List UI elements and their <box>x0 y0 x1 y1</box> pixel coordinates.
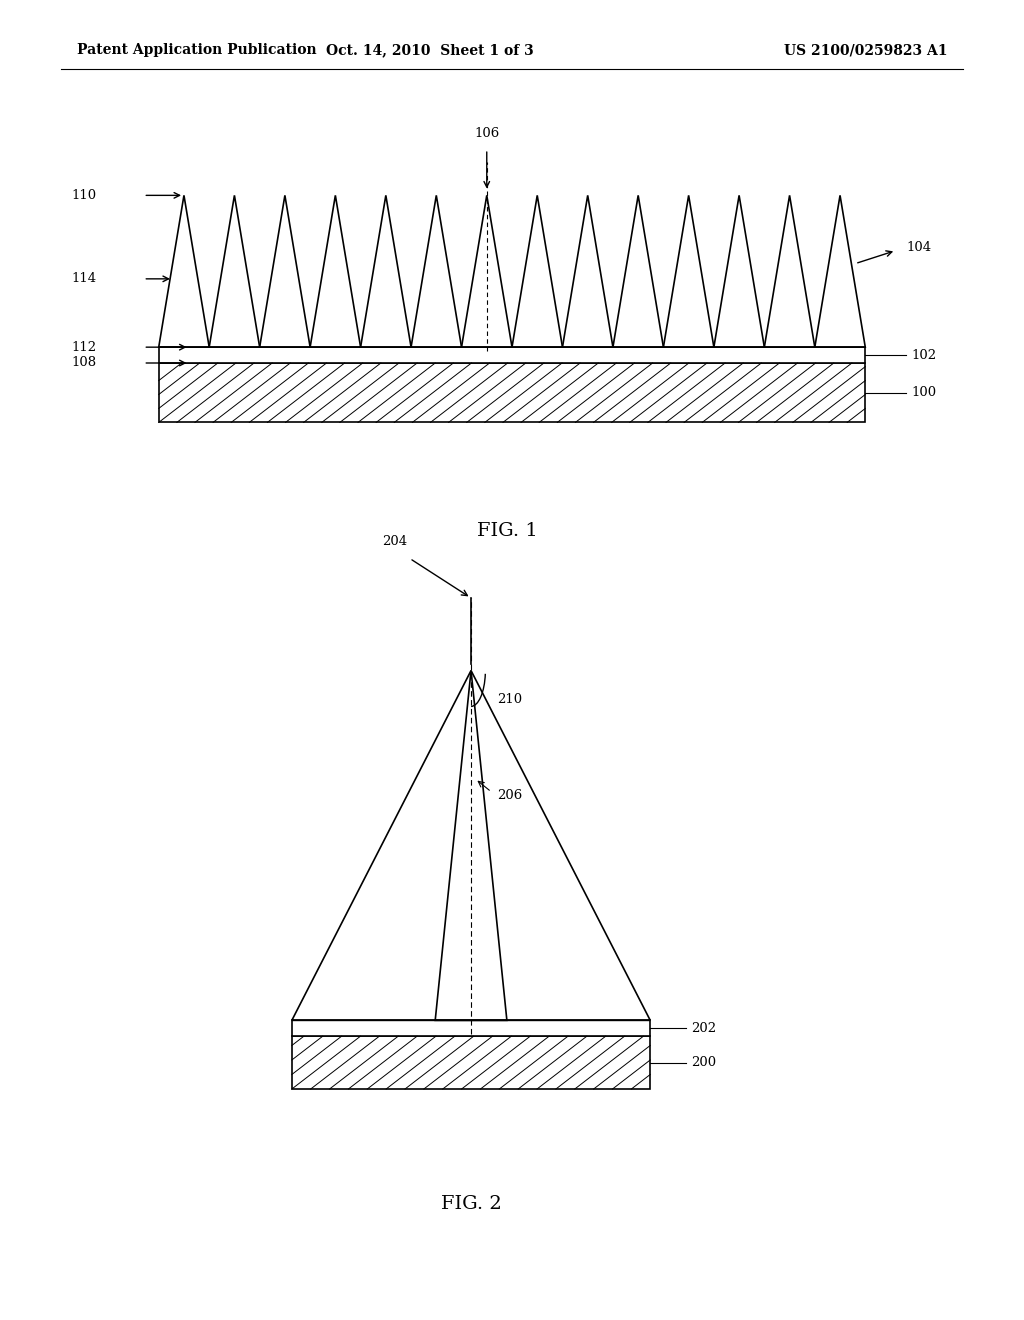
Text: FIG. 1: FIG. 1 <box>476 521 538 540</box>
Text: 112: 112 <box>72 341 97 354</box>
Text: 102: 102 <box>911 348 937 362</box>
Text: 104: 104 <box>906 242 932 255</box>
Text: Patent Application Publication: Patent Application Publication <box>77 44 316 57</box>
Text: FIG. 2: FIG. 2 <box>440 1195 502 1213</box>
Text: 108: 108 <box>72 356 97 370</box>
Text: Oct. 14, 2010  Sheet 1 of 3: Oct. 14, 2010 Sheet 1 of 3 <box>327 44 534 57</box>
Text: 204: 204 <box>382 535 407 548</box>
Text: 200: 200 <box>691 1056 717 1069</box>
Polygon shape <box>292 1020 650 1036</box>
Text: 110: 110 <box>72 189 97 202</box>
Text: 106: 106 <box>474 127 500 140</box>
Text: 100: 100 <box>911 387 937 399</box>
Text: US 2100/0259823 A1: US 2100/0259823 A1 <box>783 44 947 57</box>
Polygon shape <box>159 347 865 363</box>
Text: 206: 206 <box>497 789 522 803</box>
Text: 114: 114 <box>72 272 97 285</box>
Text: 210: 210 <box>497 693 522 706</box>
Text: 202: 202 <box>691 1022 717 1035</box>
